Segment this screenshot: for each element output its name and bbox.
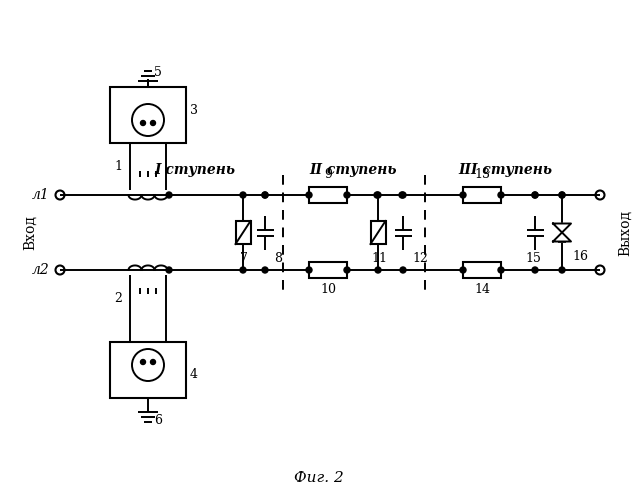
Bar [309, 187, 347, 203]
Text: л2: л2 [32, 263, 50, 277]
Circle shape [166, 192, 172, 198]
Text: Вход: Вход [23, 215, 37, 250]
Circle shape [344, 267, 350, 273]
Bar [309, 262, 347, 278]
Circle shape [141, 120, 146, 126]
Circle shape [262, 192, 268, 198]
Bar [463, 187, 501, 203]
Circle shape [559, 192, 565, 198]
Circle shape [151, 360, 155, 364]
Text: II ступень: II ступень [309, 163, 397, 177]
Polygon shape [553, 232, 571, 241]
Circle shape [532, 192, 538, 198]
Circle shape [375, 192, 381, 198]
Circle shape [344, 192, 350, 198]
Text: л1: л1 [32, 188, 50, 202]
Text: 3: 3 [190, 104, 198, 117]
Bar [110, 87, 186, 143]
Bar [110, 342, 186, 398]
Circle shape [559, 267, 565, 273]
Text: 8: 8 [274, 252, 282, 266]
Text: Выход: Выход [618, 210, 632, 256]
Text: 11: 11 [371, 252, 387, 266]
Circle shape [375, 267, 381, 273]
Text: Фиг. 2: Фиг. 2 [294, 471, 344, 485]
Circle shape [240, 192, 246, 198]
Circle shape [374, 192, 380, 198]
Polygon shape [553, 224, 571, 232]
Text: 14: 14 [474, 283, 490, 296]
Circle shape [498, 192, 504, 198]
Text: 10: 10 [320, 283, 336, 296]
Circle shape [559, 192, 565, 198]
Text: 7: 7 [240, 252, 248, 266]
Text: 1: 1 [114, 160, 122, 173]
Bar [236, 221, 250, 244]
Circle shape [532, 192, 538, 198]
Circle shape [306, 267, 312, 273]
Text: III ступень: III ступень [458, 163, 552, 177]
Circle shape [262, 192, 268, 198]
Circle shape [532, 267, 538, 273]
Bar [371, 221, 385, 244]
Text: I ступень: I ступень [155, 163, 236, 177]
Circle shape [240, 267, 246, 273]
Text: 15: 15 [525, 252, 541, 266]
Circle shape [166, 267, 172, 273]
Circle shape [306, 192, 312, 198]
Text: 4: 4 [190, 368, 198, 382]
Circle shape [141, 360, 146, 364]
Text: 12: 12 [412, 252, 428, 266]
Circle shape [400, 192, 406, 198]
Text: 6: 6 [154, 414, 162, 426]
Circle shape [400, 267, 406, 273]
Circle shape [262, 267, 268, 273]
Circle shape [151, 120, 155, 126]
Text: 16: 16 [572, 250, 588, 264]
Text: 2: 2 [114, 292, 122, 304]
Text: 5: 5 [154, 66, 162, 80]
Text: 9: 9 [324, 168, 332, 181]
Circle shape [460, 267, 466, 273]
Circle shape [498, 267, 504, 273]
Text: 13: 13 [474, 168, 490, 181]
Circle shape [460, 192, 466, 198]
Circle shape [399, 192, 405, 198]
Bar [463, 262, 501, 278]
